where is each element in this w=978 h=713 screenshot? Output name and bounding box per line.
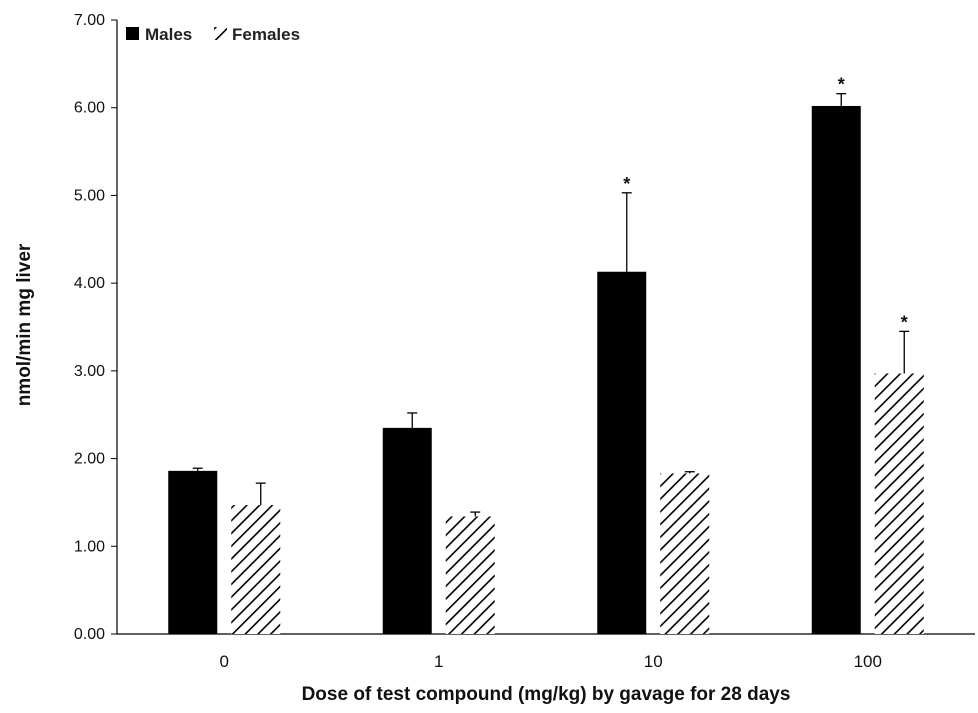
y-tick-label: 4.00 xyxy=(74,275,105,292)
bar-group: * * * xyxy=(168,75,924,634)
bar-females-0 xyxy=(231,505,281,634)
significance-marker-males-100: * xyxy=(838,75,845,95)
bar-males-100 xyxy=(811,105,861,634)
y-tick-label: 7.00 xyxy=(74,12,105,29)
legend-label-females: Females xyxy=(232,25,300,44)
y-axis-ticks: 0.00 1.00 2.00 3.00 4.00 5.00 6.00 7.00 xyxy=(74,12,117,643)
bar-females-100 xyxy=(874,373,924,634)
bar-females-1 xyxy=(445,516,495,634)
x-tick-label: 10 xyxy=(644,652,663,671)
bar-males-1 xyxy=(382,427,432,634)
legend-swatch-females xyxy=(214,27,227,40)
legend-label-males: Males xyxy=(145,25,192,44)
y-tick-label: 2.00 xyxy=(74,451,105,468)
x-tick-label: 100 xyxy=(854,652,882,671)
bar-males-0 xyxy=(168,470,218,634)
y-tick-label: 0.00 xyxy=(74,626,105,643)
x-axis-tick-labels: 0 1 10 100 xyxy=(220,652,882,671)
y-tick-label: 6.00 xyxy=(74,100,105,117)
y-axis-title: nmol/min mg liver xyxy=(14,243,35,406)
y-tick-label: 5.00 xyxy=(74,187,105,204)
x-tick-label: 0 xyxy=(220,652,229,671)
legend-swatch-males xyxy=(126,27,139,40)
bar-females-10 xyxy=(660,473,710,634)
y-tick-label: 3.00 xyxy=(74,363,105,380)
x-tick-label: 1 xyxy=(434,652,443,671)
significance-marker-males-10: * xyxy=(623,174,630,194)
bar-males-10 xyxy=(597,271,647,634)
x-axis-title: Dose of test compound (mg/kg) by gavage … xyxy=(302,684,791,705)
legend: Males Females xyxy=(126,25,300,44)
significance-marker-females-100: * xyxy=(901,312,908,332)
y-tick-label: 1.00 xyxy=(74,538,105,555)
